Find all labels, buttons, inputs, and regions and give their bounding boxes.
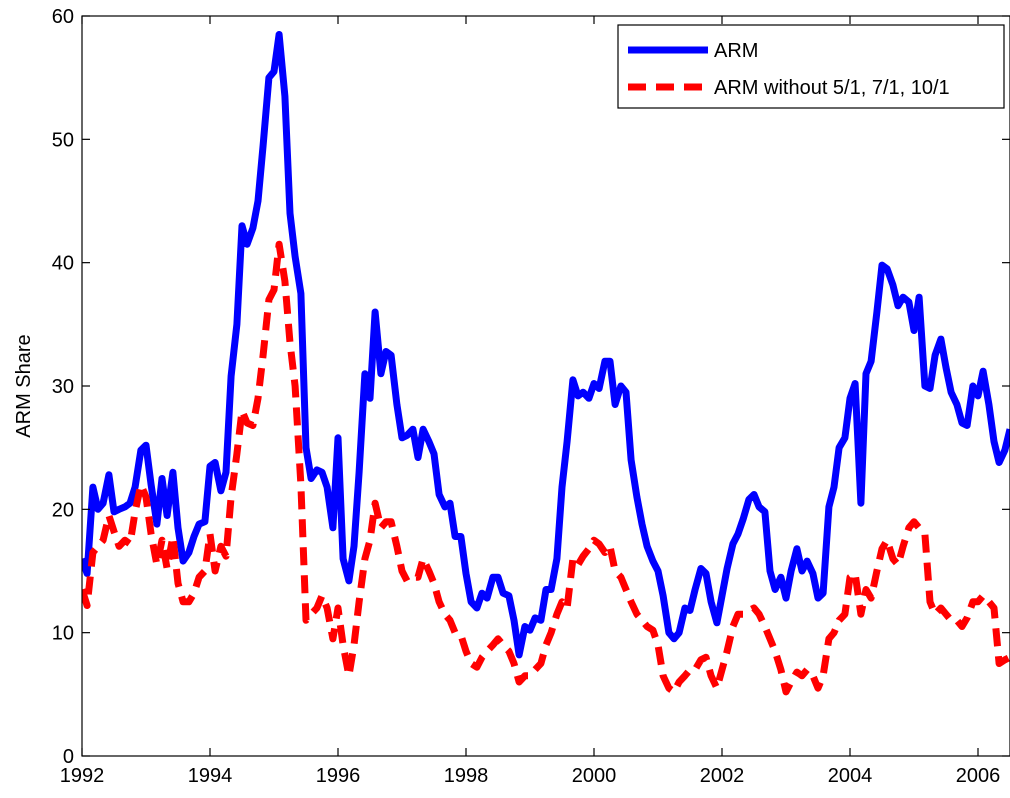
x-tick-label-2002: 2002	[700, 765, 745, 787]
x-tick-label-1992: 1992	[60, 765, 105, 787]
x-tick-label-2004: 2004	[828, 765, 873, 787]
y-tick-label-60: 60	[52, 6, 74, 28]
y-tick-label-0: 0	[63, 746, 74, 768]
x-tick-label-1998: 1998	[444, 765, 489, 787]
y-axis-label: ARM Share	[13, 334, 35, 437]
legend-label-arm-without-5-1-7-1-10-1: ARM without 5/1, 7/1, 10/1	[714, 77, 950, 99]
y-tick-label-20: 20	[52, 499, 74, 521]
y-tick-label-40: 40	[52, 253, 74, 275]
x-tick-label-2000: 2000	[572, 765, 617, 787]
x-tick-label-1994: 1994	[188, 765, 233, 787]
series-layer	[82, 31, 1010, 696]
plot-area-background	[82, 16, 1010, 756]
y-tick-label-30: 30	[52, 376, 74, 398]
y-axis-ticks: 0 10 20 30 40 50 60	[52, 6, 1010, 768]
x-tick-label-1996: 1996	[316, 765, 361, 787]
x-axis-ticks: 1992 1994 1996 1998 2000 2002 2004 2006	[60, 16, 1001, 787]
legend-box	[617, 24, 1005, 109]
series-line-arm	[82, 31, 1010, 659]
legend-label-arm: ARM	[714, 40, 758, 62]
series-line-arm-without-5-1-7-1-10-1	[82, 240, 1010, 696]
y-tick-label-50: 50	[52, 129, 74, 151]
legend: ARM ARM without 5/1, 7/1, 10/1	[617, 24, 1005, 109]
x-tick-label-2006: 2006	[956, 765, 1001, 787]
y-tick-label-10: 10	[52, 623, 74, 645]
